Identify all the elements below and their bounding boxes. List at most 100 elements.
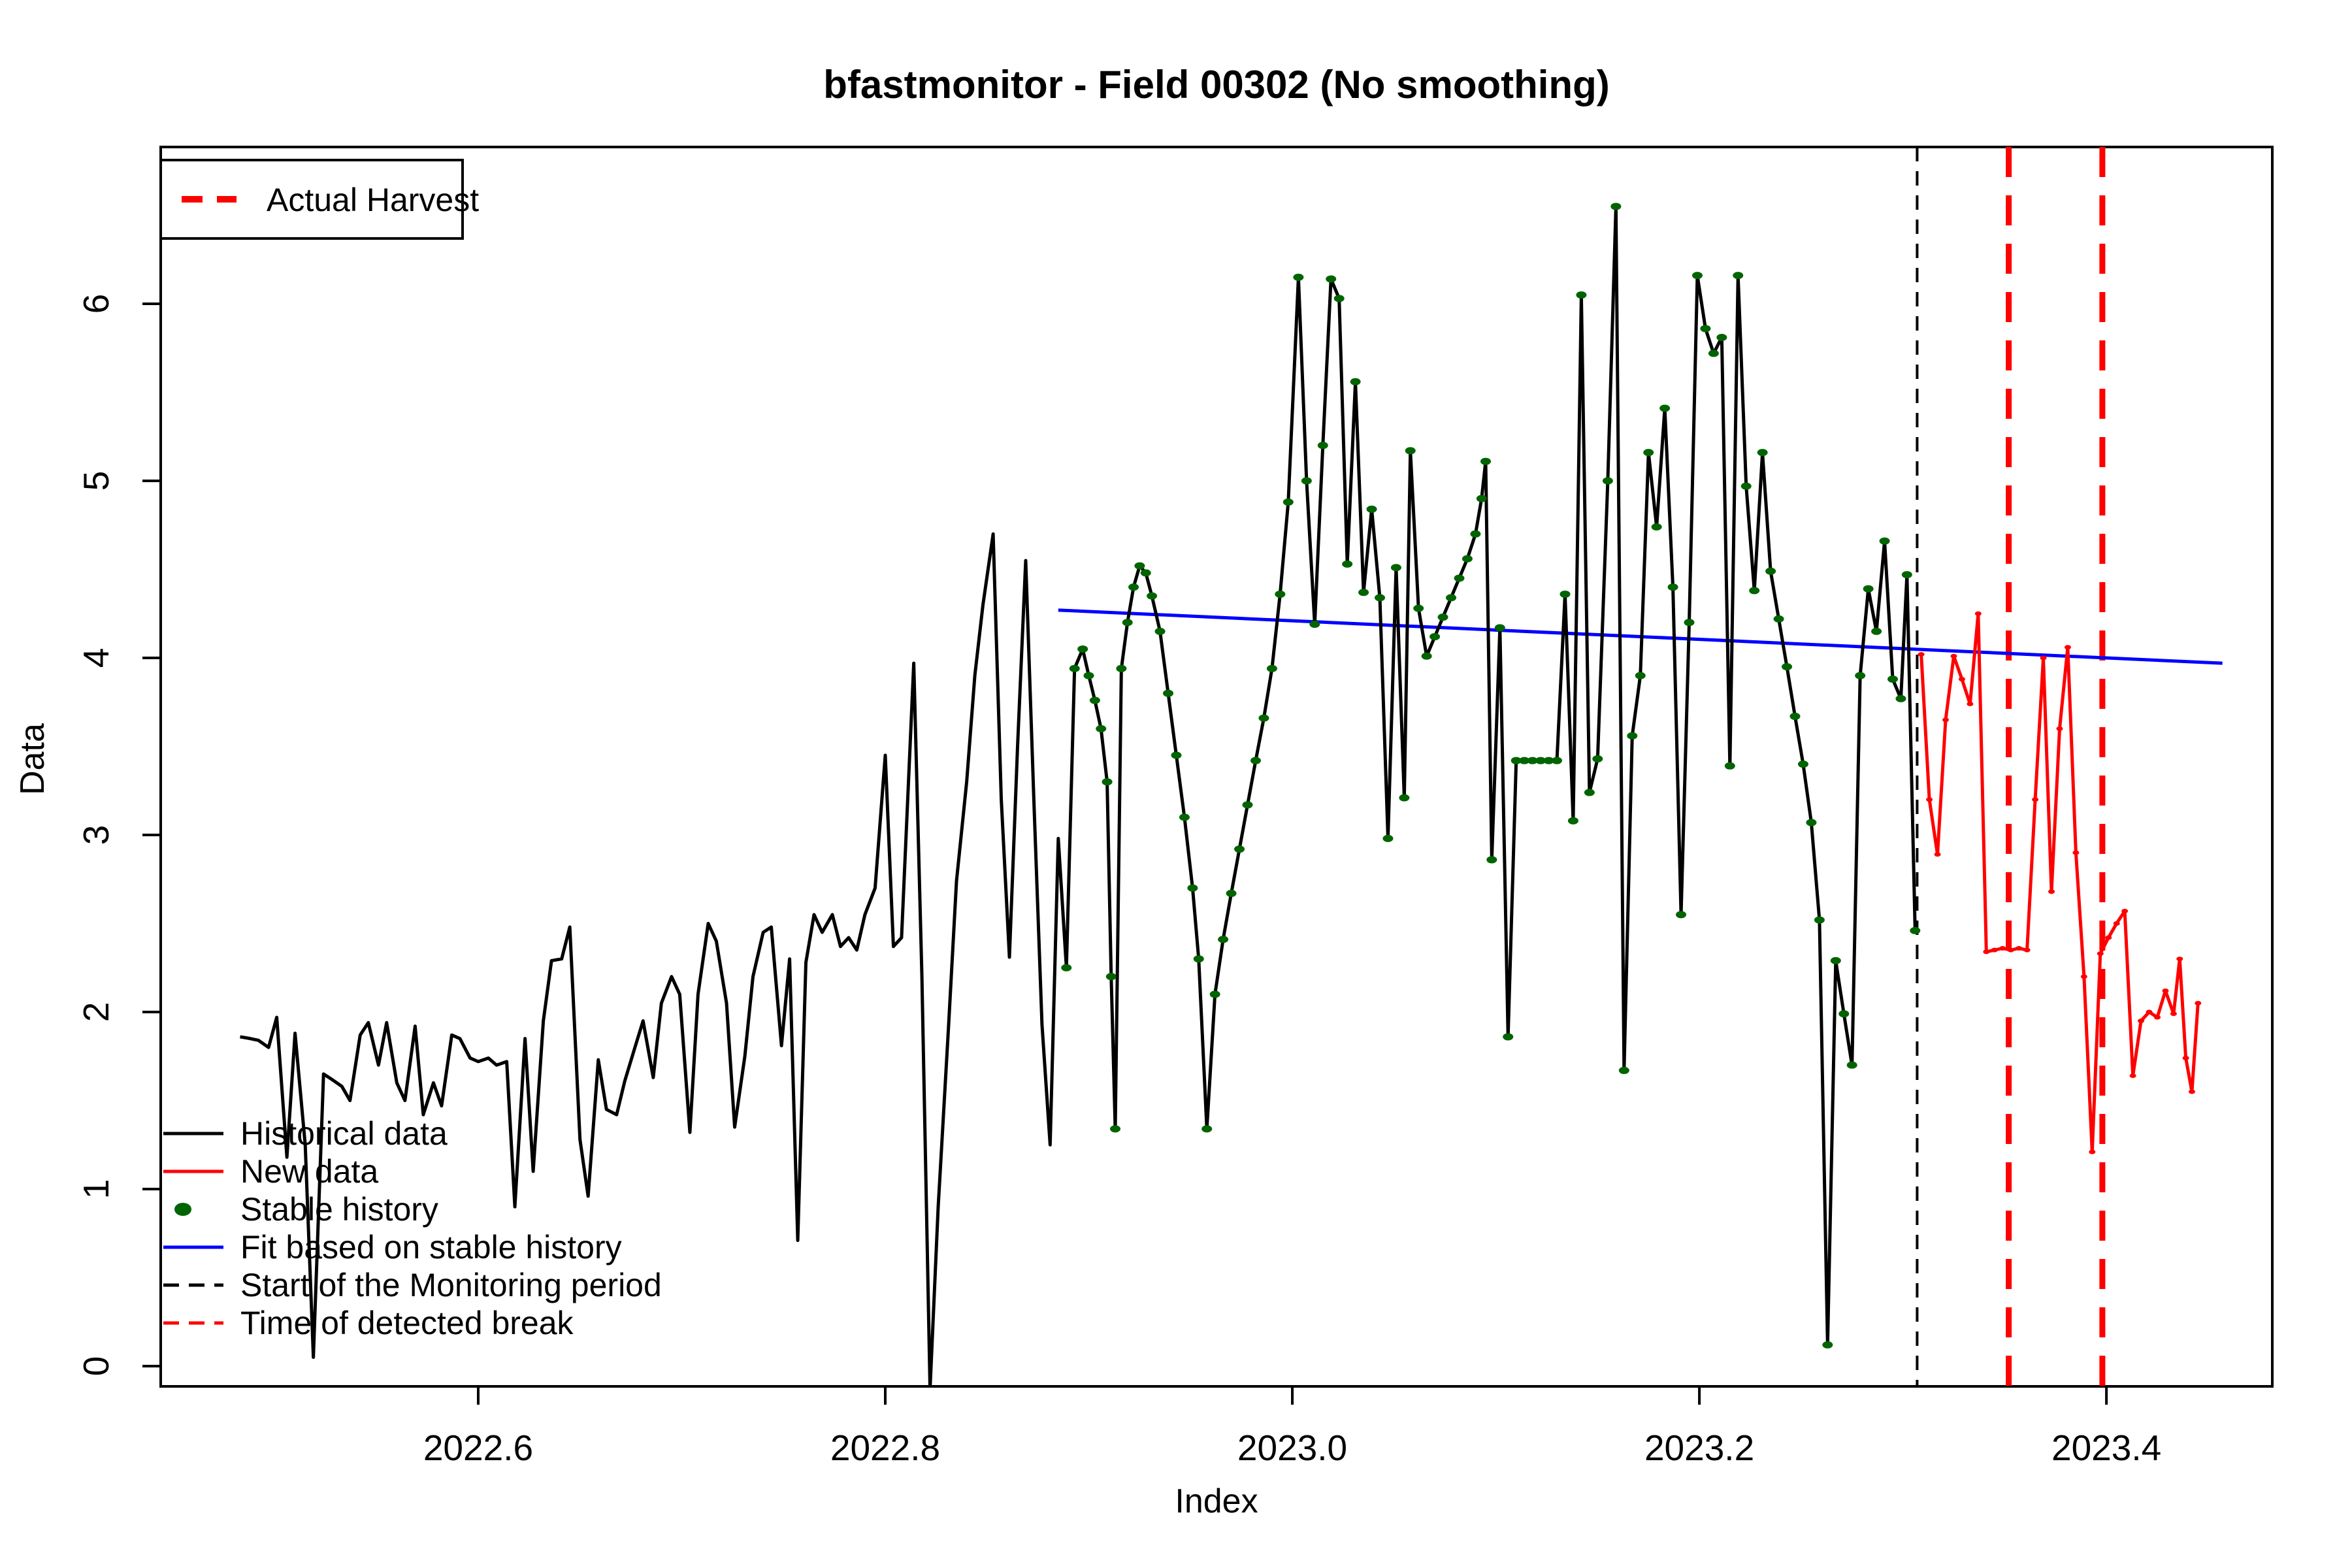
stable-history-dot <box>1437 613 1448 621</box>
chart-title: bfastmonitor - Field 00302 (No smoothing… <box>823 63 1610 106</box>
stable-history-dot <box>1258 714 1269 722</box>
stable-history-dot <box>1691 272 1703 280</box>
new-data-dot <box>2129 1073 2136 1079</box>
new-data-dot <box>1999 945 2006 951</box>
stable-history-dot <box>1116 664 1127 672</box>
stable-history-dot <box>1171 751 1182 759</box>
stable-history-dot <box>1134 562 1145 570</box>
stable-history-dot <box>1871 627 1882 635</box>
stable-history-dot <box>1887 676 1899 683</box>
stable-history-dot <box>1627 732 1638 740</box>
stable-history-dot <box>1822 1341 1833 1348</box>
stable-history-dot <box>1814 916 1825 924</box>
stable-history-dot <box>1486 856 1497 864</box>
stable-history-dot <box>1209 990 1220 998</box>
stable-history-dot <box>1757 449 1768 457</box>
stable-history-dot <box>1077 645 1088 653</box>
stable-history-dot <box>1846 1061 1857 1069</box>
stable-history-dot <box>1105 973 1117 981</box>
y-axis-title: Data <box>14 723 52 795</box>
harvest-legend-box <box>159 159 464 240</box>
stable-history-dot <box>1163 689 1174 697</box>
stable-history-dot <box>1140 569 1151 577</box>
stable-history-dot <box>1635 672 1646 679</box>
y-tick-label: 4 <box>76 648 116 668</box>
new-data-dot <box>2048 889 2055 894</box>
stable-history-dot <box>1480 457 1491 465</box>
new-data-dot <box>2040 655 2047 661</box>
legend-item-label: Start of the Monitoring period <box>240 1267 662 1303</box>
new-data-dot <box>1926 797 1933 802</box>
new-data-dot <box>2153 1015 2161 1020</box>
new-data-dot <box>2146 1009 2153 1015</box>
stable-history-dot <box>1333 295 1345 302</box>
stable-history-dot <box>1096 725 1107 732</box>
stable-history-dot <box>1910 926 1921 934</box>
x-tick-label: 2023.4 <box>2051 1428 2161 1468</box>
stable-history-dot <box>1301 477 1312 485</box>
new-data-dot <box>1942 717 1950 723</box>
x-tick-label: 2022.6 <box>423 1428 533 1468</box>
stable-history-dot <box>1429 632 1441 640</box>
stable-history-dot <box>1535 757 1546 764</box>
new-data-dot <box>2007 947 2014 953</box>
stable-history-dot <box>1358 589 1369 596</box>
stable-history-dot <box>1676 911 1687 919</box>
harvest-legend-label: Actual Harvest <box>267 182 479 218</box>
stable-history-dot <box>1179 813 1190 821</box>
stable-history-dot <box>1446 594 1457 602</box>
stable-history-dot <box>1863 585 1874 593</box>
stable-history-dot <box>1282 498 1294 506</box>
new-data-dot <box>1918 652 1925 657</box>
x-axis-title: Index <box>1175 1482 1258 1520</box>
stable-history-dot <box>1610 203 1622 210</box>
new-data-dot <box>2089 1149 2096 1154</box>
new-data-dot <box>2097 951 2104 956</box>
stable-history-dot <box>1503 1033 1514 1041</box>
stable-history-dot <box>1895 694 1906 702</box>
stable-history-dot <box>1366 505 1377 513</box>
stable-history-dot <box>1317 442 1328 449</box>
stable-history-dot <box>1724 762 1735 770</box>
stable-history-dot <box>1154 627 1166 635</box>
new-data-dot <box>2056 726 2063 731</box>
stable-history-dot <box>1226 889 1237 897</box>
legend-dot-sample <box>174 1203 191 1216</box>
y-tick-label: 0 <box>76 1356 116 1377</box>
stable-history-dot <box>1618 1066 1629 1074</box>
legend-item-label: Fit based on stable history <box>240 1229 622 1266</box>
new-data-dot <box>2195 1000 2202 1005</box>
legend-item-label: Time of detected break <box>240 1305 574 1341</box>
stable-history-dot <box>1567 817 1578 825</box>
stable-history-dot <box>1494 624 1505 632</box>
stable-history-dot <box>1128 583 1139 591</box>
stable-history-dot <box>1651 523 1662 531</box>
new-data-dot <box>1934 852 1941 857</box>
new-data-dot <box>1958 677 1965 682</box>
stable-history-dot <box>1838 1010 1850 1018</box>
stable-history-dot <box>1879 537 1890 545</box>
legend-item-label: New data <box>240 1153 378 1190</box>
stable-history-dot <box>1061 964 1072 972</box>
stable-history-dot <box>1789 712 1801 720</box>
stable-history-dot <box>1382 834 1394 842</box>
new-data-dot <box>2016 945 2023 951</box>
stable-history-dot <box>1374 594 1385 602</box>
stable-history-dot <box>1543 757 1554 764</box>
stable-history-dot <box>1342 560 1353 568</box>
stable-history-dot <box>1102 778 1113 786</box>
stable-history-dot <box>1476 495 1487 502</box>
new-data-dot <box>1983 949 1990 955</box>
new-data-dot <box>2182 1055 2189 1060</box>
stable-history-dot <box>1901 571 1912 579</box>
stable-history-dot <box>1421 652 1432 660</box>
historical-line <box>240 204 1917 1386</box>
stable-history-dot <box>1293 273 1304 281</box>
stable-history-dot <box>1193 955 1204 963</box>
new-data-dot <box>2176 956 2183 962</box>
new-data-dot <box>1967 701 1974 706</box>
new-data-dot <box>2105 935 2112 940</box>
stable-history-dot <box>1405 447 1416 455</box>
stable-history-dot <box>1089 696 1100 704</box>
